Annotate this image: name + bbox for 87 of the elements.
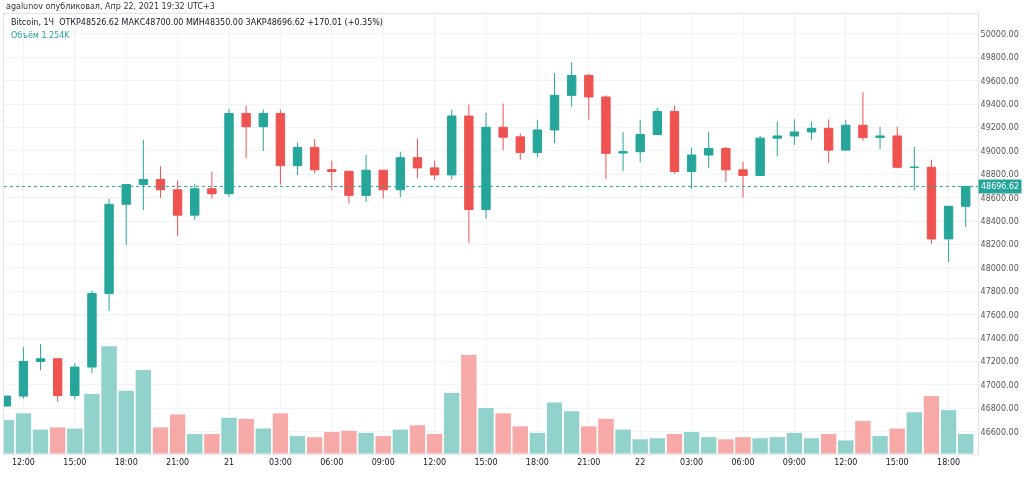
- candlestick: [875, 126, 885, 150]
- x-tick-label: 09:00: [782, 457, 806, 467]
- y-tick-label: 49600.00: [980, 76, 1019, 86]
- candlestick: [18, 346, 29, 399]
- x-tick-label: 09:00: [371, 457, 395, 467]
- candlestick: [464, 104, 474, 244]
- candlestick: [378, 169, 388, 200]
- x-tick-label: 15:00: [885, 457, 909, 467]
- chart-title: Bitcoin, 1Ч ОТКР48526.62 МАКС48700.00 МИН48350.00 ЗАКР48696.62 +170.01 (+0.35%): [11, 18, 383, 27]
- x-tick-label: 21:00: [577, 457, 601, 467]
- y-tick-label: 49800.00: [980, 53, 1019, 63]
- text: agalunov опубликовал, Апр 22, 2021 19:32 UTC+3: [6, 2, 215, 11]
- candlestick: [292, 141, 303, 176]
- candlestick: [429, 160, 440, 181]
- candlestick: [823, 118, 834, 164]
- candlestick: [566, 61, 577, 108]
- x-tick-label: 06:00: [320, 457, 344, 467]
- candlestick: [532, 119, 543, 158]
- y-tick-label: 50000.00: [980, 29, 1019, 39]
- candlestick: [344, 170, 354, 205]
- y-tick-label: 47200.00: [980, 357, 1019, 367]
- candlestick: [806, 121, 817, 141]
- y-tick-label: 46800.00: [980, 404, 1019, 414]
- x-tick-label: 21: [223, 457, 235, 467]
- x-tick-label: 12:00: [423, 457, 447, 467]
- candlestick: [515, 132, 525, 161]
- candlestick: [669, 105, 680, 175]
- x-tick-label: 12:00: [834, 457, 858, 467]
- x-tick-label: 22: [635, 457, 646, 467]
- candlestick: [755, 135, 765, 176]
- candlestick: [858, 91, 868, 142]
- y-tick-label: 48600.00: [980, 193, 1019, 203]
- y-tick-label: 48400.00: [980, 216, 1019, 226]
- candlestick: [601, 94, 611, 180]
- x-tick-label: 18:00: [937, 457, 961, 467]
- x-tick-label: 06:00: [731, 457, 755, 467]
- candlestick: [172, 180, 183, 237]
- candlestick: [772, 121, 782, 157]
- x-tick-label: 03:00: [268, 457, 292, 467]
- x-tick-label: 15:00: [474, 457, 498, 467]
- candlestick: [207, 171, 217, 200]
- candlestick: [721, 146, 731, 183]
- candlestick: [704, 131, 714, 169]
- y-tick-label: 48200.00: [980, 240, 1019, 250]
- y-tick-label: 49200.00: [980, 123, 1019, 133]
- x-tick-label: 03:00: [680, 457, 704, 467]
- x-tick-label: 21:00: [166, 457, 190, 467]
- candlestick: [635, 119, 645, 163]
- candlestick: [52, 358, 63, 403]
- y-tick-label: 48000.00: [980, 263, 1019, 273]
- candlestick: [104, 198, 114, 312]
- x-tick-label: 18:00: [525, 457, 549, 467]
- candlestick: [241, 105, 251, 159]
- candlestick: [652, 107, 663, 136]
- x-tick-label: 15:00: [63, 457, 87, 467]
- x-tick-label: 18:00: [114, 457, 138, 467]
- candlestick: [549, 72, 560, 144]
- y-tick-label: 47600.00: [980, 310, 1019, 320]
- y-tick-label: 49400.00: [980, 99, 1019, 109]
- candlestick: [275, 108, 286, 186]
- y-tick-label: 46600.00: [980, 427, 1019, 437]
- y-tick-label: 48800.00: [980, 170, 1019, 180]
- y-tick-label: 49000.00: [980, 146, 1019, 156]
- candlestick: [258, 108, 268, 152]
- candlestick: [738, 161, 748, 199]
- candlestick: [87, 289, 97, 374]
- candlestick: [35, 343, 46, 371]
- candlestick: [892, 126, 902, 169]
- candlestick: [841, 119, 851, 152]
- y-tick-label: 47800.00: [980, 287, 1019, 297]
- y-tick-label: 47000.00: [980, 380, 1019, 390]
- y-tick-label: 47400.00: [980, 333, 1019, 343]
- candlestick: [412, 138, 423, 179]
- x-tick-label: 12:00: [11, 457, 35, 467]
- candlestick: [789, 118, 800, 146]
- candlestick: [447, 108, 457, 180]
- candlestick: [327, 160, 337, 191]
- candlestick: [943, 205, 954, 263]
- candlestick: [309, 138, 320, 174]
- candlestick: [498, 103, 508, 151]
- candlestick: [584, 73, 594, 120]
- candlestick: [926, 159, 937, 245]
- annotation: Объём 1.254K: [11, 31, 71, 40]
- candlestick: [155, 165, 166, 199]
- ref-line-label: 48696.62: [981, 182, 1020, 191]
- candlestick: [70, 362, 80, 400]
- candlestick: [618, 131, 628, 172]
